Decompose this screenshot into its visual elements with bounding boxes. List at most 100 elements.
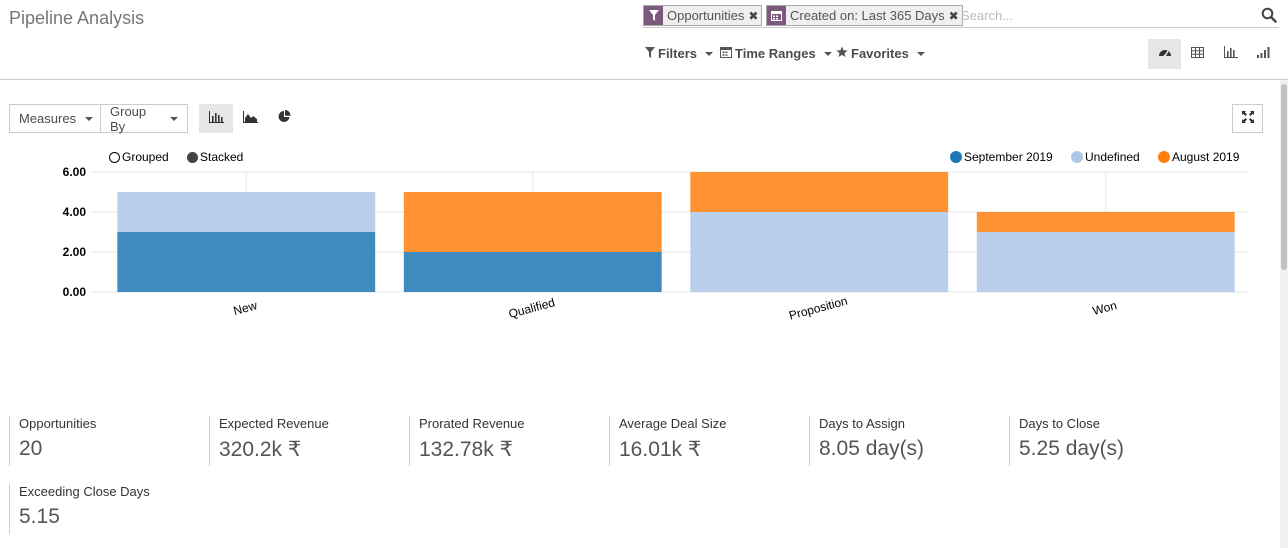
kpi-average-deal-size[interactable]: Average Deal Size 16.01k ₹ xyxy=(609,416,726,466)
y-tick-label: 6.00 xyxy=(63,165,87,179)
measures-button[interactable]: Measures xyxy=(9,104,101,133)
bar xyxy=(976,212,1235,232)
kpi-value: 20 xyxy=(19,437,43,460)
kpi-prorated-revenue[interactable]: Prorated Revenue 132.78k ₹ xyxy=(409,416,525,466)
kpi-label: Days to Close xyxy=(1019,416,1100,431)
star-icon xyxy=(836,46,848,61)
bar xyxy=(117,192,376,232)
kpi-value: 320.2k ₹ xyxy=(219,438,302,461)
page-title: Pipeline Analysis xyxy=(9,8,145,28)
caret-down-icon xyxy=(85,116,94,121)
search-facet-opportunities[interactable]: Opportunities ✖ xyxy=(643,5,763,26)
filters-dropdown[interactable]: Filters xyxy=(645,46,714,61)
calendar-icon xyxy=(767,6,786,25)
kpi-expected-revenue[interactable]: Expected Revenue 320.2k ₹ xyxy=(209,416,329,466)
filter-icon xyxy=(645,46,655,61)
table-icon xyxy=(1191,45,1204,63)
line-chart-mode-button[interactable] xyxy=(233,104,267,133)
bar-chart-icon xyxy=(208,110,224,128)
pie-chart-mode-button[interactable] xyxy=(267,104,301,133)
facet-label: Opportunities xyxy=(667,8,745,23)
stacked-toggle[interactable]: Stacked xyxy=(187,150,243,164)
y-tick-label: 2.00 xyxy=(63,245,87,259)
time-ranges-label: Time Ranges xyxy=(735,46,816,61)
kpi-opportunities[interactable]: Opportunities 20 xyxy=(9,416,96,466)
radio-filled-icon xyxy=(187,151,198,163)
control-panel: Pipeline Analysis Opportunities ✖ Create… xyxy=(0,0,1288,80)
search-bar: Opportunities ✖ Created on: Last 365 Day… xyxy=(643,4,1279,28)
legend-label: August 2019 xyxy=(1172,150,1240,164)
bar-chart-mode-button[interactable] xyxy=(199,104,233,133)
y-tick-label: 4.00 xyxy=(63,205,87,219)
favorites-dropdown[interactable]: Favorites xyxy=(836,46,925,61)
cohort-view-button[interactable] xyxy=(1247,39,1280,69)
legend-item-september-2019[interactable]: September 2019 xyxy=(950,150,1053,164)
time-ranges-dropdown[interactable]: Time Ranges xyxy=(720,46,832,61)
search-input[interactable] xyxy=(961,6,1251,24)
calendar-icon xyxy=(720,46,732,61)
graph-view-button[interactable] xyxy=(1214,39,1247,69)
x-tick-label: New xyxy=(232,298,259,318)
legend-item-august-2019[interactable]: August 2019 xyxy=(1158,150,1239,164)
pivot-view-button[interactable] xyxy=(1181,39,1214,69)
kpi-label: Exceeding Close Days xyxy=(19,484,150,499)
kpi-value: 16.01k ₹ xyxy=(619,438,702,461)
caret-down-icon xyxy=(823,51,832,56)
legend-dot xyxy=(1071,151,1083,163)
kpi-value: 8.05 day(s) xyxy=(819,437,925,460)
grouped-label: Grouped xyxy=(122,150,169,164)
measures-label: Measures xyxy=(19,111,77,126)
y-tick-label: 0.00 xyxy=(63,285,87,299)
favorites-label: Favorites xyxy=(851,46,909,61)
view-switcher xyxy=(1148,39,1280,69)
radio-empty-icon xyxy=(109,151,120,163)
stacked-label: Stacked xyxy=(200,150,244,164)
kpi-days-to-assign[interactable]: Days to Assign 8.05 day(s) xyxy=(809,416,924,466)
legend-dot xyxy=(950,151,962,163)
tachometer-icon xyxy=(1158,45,1172,63)
filter-icon xyxy=(644,6,663,25)
legend-item-undefined[interactable]: Undefined xyxy=(1071,150,1140,164)
legend-label: Undefined xyxy=(1085,150,1140,164)
signal-icon xyxy=(1256,45,1271,63)
legend-label: September 2019 xyxy=(964,150,1053,164)
scrollbar[interactable] xyxy=(1280,80,1288,548)
group-by-button[interactable]: Group By xyxy=(100,103,188,134)
search-facet-created-on[interactable]: Created on: Last 365 Days ✖ xyxy=(766,5,963,26)
caret-down-icon xyxy=(916,51,925,56)
fullscreen-button[interactable] xyxy=(1232,104,1263,133)
grouped-toggle[interactable]: Grouped xyxy=(109,150,169,164)
filters-label: Filters xyxy=(658,46,698,61)
pie-chart-icon xyxy=(278,109,291,128)
caret-down-icon xyxy=(170,116,178,121)
kpi-label: Expected Revenue xyxy=(219,416,329,431)
bar xyxy=(976,232,1235,292)
dashboard-view-button[interactable] xyxy=(1148,39,1181,69)
facet-label: Created on: Last 365 Days xyxy=(790,8,945,23)
bar xyxy=(403,192,662,252)
kpi-days-to-close[interactable]: Days to Close 5.25 day(s) xyxy=(1009,416,1124,466)
search-icon[interactable] xyxy=(1261,7,1279,25)
area-chart-icon xyxy=(242,110,258,128)
kpi-label: Average Deal Size xyxy=(619,416,727,431)
kpi-value: 5.15 xyxy=(19,505,60,528)
kpi-exceeding-close-days[interactable]: Exceeding Close Days 5.15 xyxy=(9,484,150,534)
expand-icon xyxy=(1241,110,1254,128)
legend-dot xyxy=(1158,151,1170,163)
kpi-value: 5.25 day(s) xyxy=(1019,437,1125,460)
group-by-label: Group By xyxy=(110,103,147,134)
close-icon[interactable]: ✖ xyxy=(948,8,959,23)
close-icon[interactable]: ✖ xyxy=(748,8,759,23)
bar xyxy=(690,212,949,292)
kpi-label: Days to Assign xyxy=(819,416,905,431)
bar-chart: 0.00 2.00 4.00 6.00 New Qualified Proposition W… xyxy=(63,165,1249,323)
x-tick-label: Won xyxy=(1091,298,1118,318)
bar xyxy=(690,172,949,212)
scrollbar-thumb[interactable] xyxy=(1281,84,1287,270)
bar xyxy=(117,232,376,292)
kpi-label: Prorated Revenue xyxy=(419,416,525,431)
bar-chart-icon xyxy=(1223,45,1238,63)
caret-down-icon xyxy=(705,51,714,56)
kpi-value: 132.78k ₹ xyxy=(419,438,513,461)
bar xyxy=(403,252,662,292)
